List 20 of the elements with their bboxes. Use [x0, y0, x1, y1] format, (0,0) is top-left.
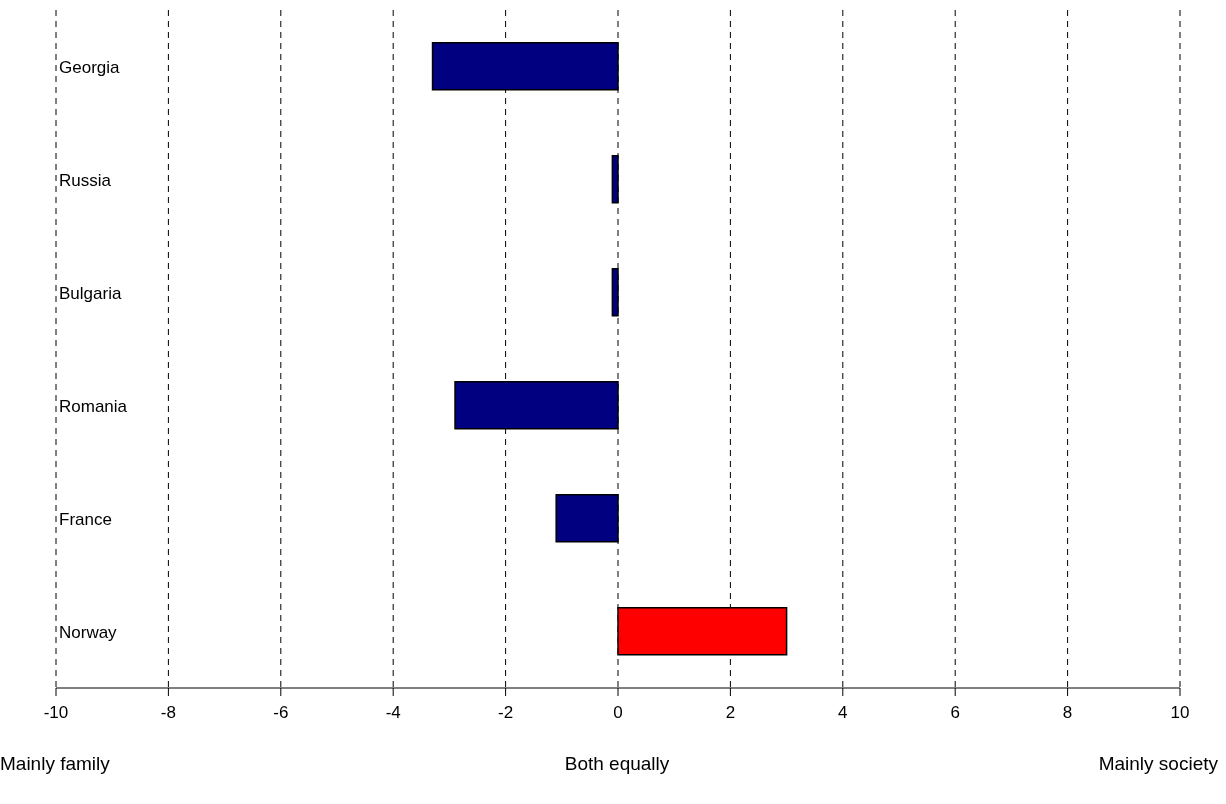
text: Mainly family: [0, 753, 110, 775]
y-tick-label: Russia: [59, 170, 112, 190]
y-tick-label: France: [59, 509, 112, 529]
x-tick-label: 8: [1062, 703, 1073, 723]
x-tick-label: 4: [838, 703, 848, 723]
x-tick-label: -4: [385, 703, 401, 723]
x-tick-label: -6: [273, 703, 289, 723]
x-tick-label: 6: [950, 703, 960, 723]
text: Both equally: [564, 753, 670, 775]
x-tick-label: 0: [613, 703, 623, 723]
x-tick-label: -8: [160, 703, 176, 723]
text: Mainly society: [1098, 753, 1218, 775]
y-tick-label: Norway: [59, 622, 118, 642]
y-tick-label: Romania: [59, 396, 128, 416]
x-tick-label: 10: [1170, 703, 1190, 723]
x-tick-label: -10: [43, 703, 69, 723]
x-tick-label: 2: [725, 703, 736, 723]
y-tick-label: Georgia: [59, 57, 121, 77]
y-tick-label: Bulgaria: [59, 283, 122, 303]
x-tick-label: -2: [498, 703, 514, 723]
